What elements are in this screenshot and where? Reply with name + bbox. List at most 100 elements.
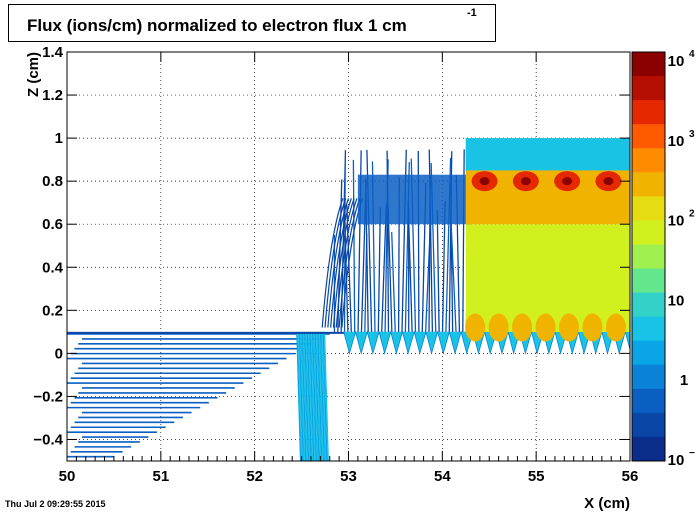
x-axis-title: X (cm) — [584, 495, 630, 512]
colorbar-label: 10 — [668, 53, 685, 70]
lower-fan-streak — [305, 331, 311, 461]
plume-trail — [343, 206, 349, 332]
plume-trail — [352, 159, 356, 332]
x-tick-label: 55 — [528, 468, 545, 485]
chart-title-exponent: -1 — [467, 7, 477, 19]
foil-upper-core — [479, 177, 490, 186]
colorbar-segment — [632, 100, 665, 125]
plume-trail — [381, 203, 388, 332]
heatmap-data — [67, 138, 630, 461]
y-tick-label: 0.2 — [42, 302, 63, 319]
y-tick-label: 1.4 — [42, 44, 64, 61]
lower-fan-streak — [300, 331, 306, 461]
colorbar-label-exponent: 3 — [689, 129, 695, 140]
timestamp: Thu Jul 2 09:29:55 2015 — [5, 499, 106, 509]
plume-cap — [357, 174, 471, 225]
lower-fan-streak — [322, 331, 328, 461]
y-tick-label: 1 — [55, 130, 63, 147]
colorbar-segment — [632, 220, 665, 245]
plume-trail — [450, 229, 457, 332]
y-tick-labels: −0.4 −0.2 0 0.2 0.4 0.6 0.8 1 1.2 1.4 — [33, 44, 63, 448]
plume-arc — [338, 198, 361, 328]
lower-fan-streak — [311, 331, 318, 461]
colorbar-segment — [632, 52, 665, 77]
colorbar-segment — [632, 268, 665, 294]
colorbar-label: 10 — [668, 213, 685, 230]
x-tick-label: 56 — [622, 468, 639, 485]
axis-ticks — [66, 51, 631, 461]
y-axis-title: Z (cm) — [25, 52, 42, 97]
color-scale-bar — [631, 51, 666, 462]
x-tick-label: 51 — [152, 468, 169, 485]
y-tick-label: −0.2 — [33, 388, 63, 405]
colorbar-label: 10 — [668, 133, 685, 150]
colorbar-segment — [632, 172, 665, 197]
colorbar-segment — [632, 292, 665, 318]
lower-fan-streak — [301, 331, 307, 461]
colorbar-label-exponent: − — [689, 448, 695, 459]
colorbar-frame — [631, 51, 666, 462]
chart-title-text: Flux (ions/cm) normalized to electron fl… — [27, 16, 407, 35]
lower-fan-streak — [304, 331, 310, 461]
colorbar-label: 10 — [668, 292, 685, 309]
colorbar-segment — [632, 76, 665, 101]
plume-arc — [335, 198, 358, 328]
y-tick-label: 0 — [55, 345, 63, 362]
lower-fan-streak — [308, 331, 314, 461]
x-tick-label: 50 — [59, 468, 76, 485]
plume-trail — [346, 204, 352, 332]
foil-lower-hotspot — [465, 313, 486, 342]
foil-lower-hotspot — [582, 313, 603, 342]
lower-fan-streak — [298, 331, 304, 461]
foil-lower-hotspot — [488, 313, 509, 342]
lower-fan-streak — [319, 331, 325, 461]
lower-fan-streak — [323, 331, 329, 461]
plume-trail — [391, 232, 396, 332]
colorbar-segment — [632, 388, 665, 414]
colorbar-segment — [632, 316, 665, 342]
y-tick-label: −0.4 — [33, 431, 63, 448]
foil-lower-hotspot — [559, 313, 580, 342]
y-tick-label: 1.2 — [42, 87, 63, 104]
lower-fan-streak — [317, 331, 323, 461]
colorbar-segment — [632, 436, 665, 462]
colorbar-segment — [632, 340, 665, 366]
colorbar-segment — [632, 148, 665, 173]
plume-arc — [332, 198, 355, 328]
colorbar-segment — [632, 364, 665, 390]
lower-fan-streak — [306, 331, 312, 461]
lower-fan-streak — [309, 331, 315, 461]
foil-upper-core — [520, 177, 531, 186]
foil-upper-cap — [465, 138, 630, 171]
colorbar-segment — [632, 244, 665, 270]
plume-arc — [330, 198, 352, 328]
lower-fan-streak — [310, 331, 316, 461]
lower-fan-streak — [318, 331, 324, 461]
foil-lower-region — [465, 224, 630, 332]
colorbar-label-exponent: 2 — [689, 209, 695, 220]
x-tick-label: 54 — [434, 468, 451, 485]
foil-upper-core — [603, 177, 614, 186]
colorbar-segment — [632, 124, 665, 149]
chart-title: Flux (ions/cm) normalized to electron fl… — [8, 4, 496, 42]
x-tick-label: 52 — [246, 468, 263, 485]
plume-arc — [321, 198, 344, 328]
lower-fan-streak — [321, 331, 327, 461]
lower-fan-streak — [302, 331, 308, 461]
colorbar-segment — [632, 196, 665, 221]
colorbar-label-exponent: 4 — [689, 49, 695, 60]
lower-fan-streak — [315, 331, 322, 461]
x-tick-labels: 50 51 52 53 54 55 56 — [59, 468, 639, 485]
foil-lower-hotspot — [605, 313, 626, 342]
colorbar-segment — [632, 412, 665, 438]
plume-trail — [436, 210, 440, 332]
y-tick-label: 0.4 — [42, 259, 64, 276]
lower-fan-streak — [296, 331, 302, 461]
x-tick-label: 53 — [340, 468, 357, 485]
y-tick-label: 0.8 — [42, 173, 63, 190]
lower-fan-streak — [313, 331, 319, 461]
plume-trail — [377, 207, 381, 332]
colorbar-label: 10 — [668, 452, 685, 469]
